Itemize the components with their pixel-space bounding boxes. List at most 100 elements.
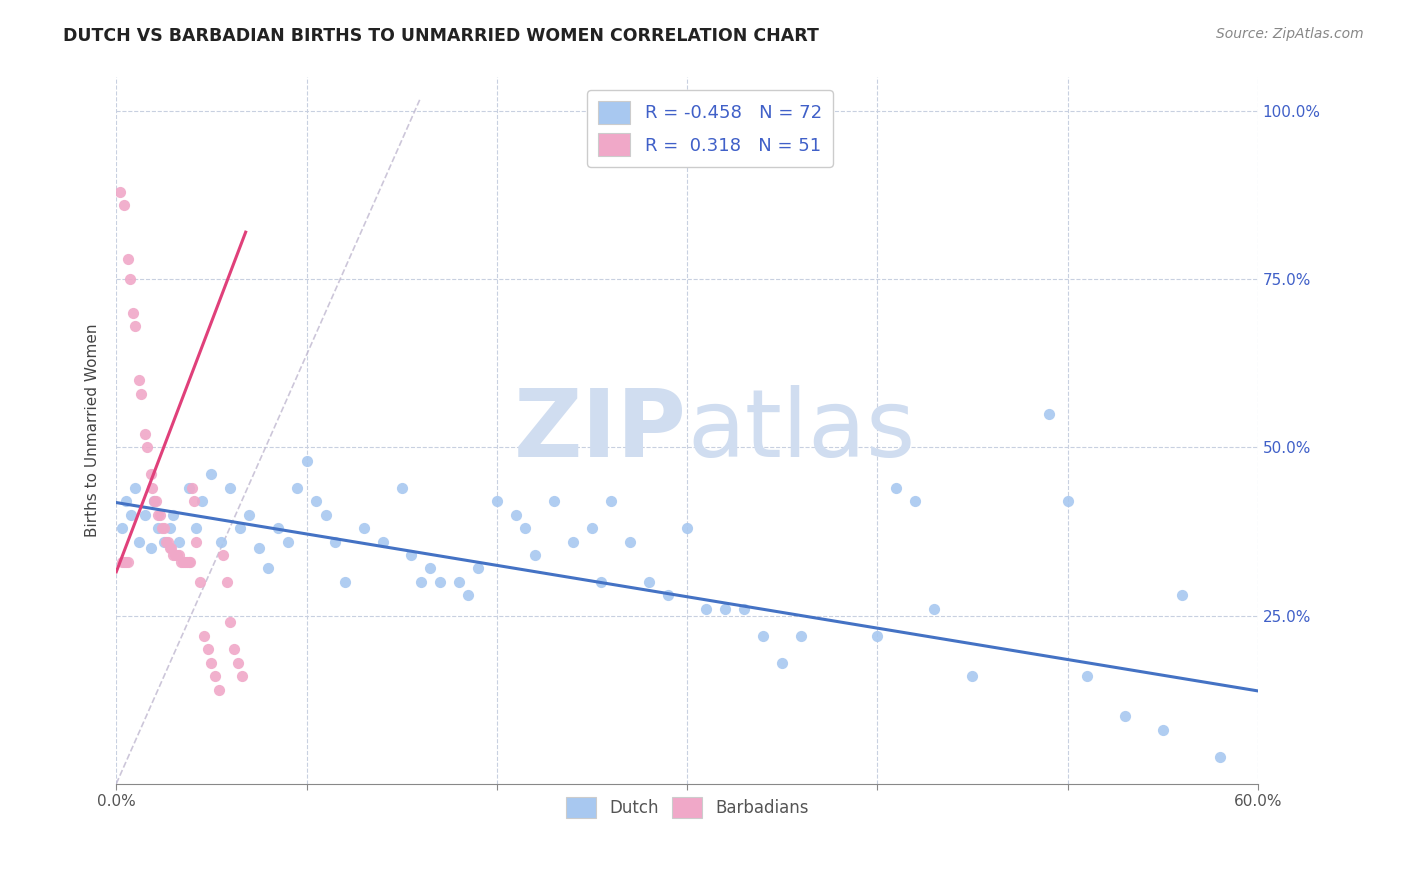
Point <box>166 548 188 562</box>
Point <box>409 574 432 589</box>
Point <box>714 602 737 616</box>
Point <box>108 185 131 199</box>
Point <box>215 574 238 589</box>
Point <box>200 467 222 482</box>
Point <box>467 561 489 575</box>
Point <box>135 441 157 455</box>
Point <box>153 534 176 549</box>
Point <box>333 574 356 589</box>
Point <box>188 574 211 589</box>
Point <box>962 669 984 683</box>
Point <box>179 555 201 569</box>
Point <box>419 561 441 575</box>
Y-axis label: Births to Unmarried Women: Births to Unmarried Women <box>86 324 100 537</box>
Point <box>447 574 470 589</box>
Point <box>117 555 139 569</box>
Point <box>208 682 231 697</box>
Point <box>790 629 813 643</box>
Point <box>638 574 661 589</box>
Point <box>117 252 139 266</box>
Point <box>204 669 226 683</box>
Point <box>112 555 135 569</box>
Point <box>485 494 508 508</box>
Point <box>457 588 479 602</box>
Point <box>505 508 527 522</box>
Point <box>247 541 270 556</box>
Point <box>124 319 146 334</box>
Point <box>391 481 413 495</box>
Point <box>124 481 146 495</box>
Point <box>141 481 163 495</box>
Point <box>167 548 190 562</box>
Point <box>267 521 290 535</box>
Point <box>153 521 176 535</box>
Point <box>197 642 219 657</box>
Point <box>172 555 194 569</box>
Point <box>122 306 145 320</box>
Point <box>177 481 200 495</box>
Point <box>238 508 260 522</box>
Point <box>134 508 156 522</box>
Point <box>276 534 298 549</box>
Point <box>1076 669 1098 683</box>
Point <box>1038 407 1060 421</box>
Point <box>177 555 200 569</box>
Point <box>695 602 717 616</box>
Point <box>211 548 233 562</box>
Point <box>128 373 150 387</box>
Point <box>924 602 946 616</box>
Point <box>229 521 252 535</box>
Point <box>543 494 565 508</box>
Point <box>1114 709 1136 723</box>
Point <box>156 534 179 549</box>
Point <box>399 548 422 562</box>
Point <box>162 508 184 522</box>
Point <box>191 494 214 508</box>
Point <box>285 481 308 495</box>
Point <box>600 494 623 508</box>
Point <box>143 494 166 508</box>
Point <box>134 426 156 441</box>
Point <box>186 534 208 549</box>
Point <box>186 521 208 535</box>
Point <box>128 534 150 549</box>
Point <box>219 615 242 630</box>
Point <box>371 534 394 549</box>
Point <box>1056 494 1078 508</box>
Point <box>155 534 177 549</box>
Text: Source: ZipAtlas.com: Source: ZipAtlas.com <box>1216 27 1364 41</box>
Point <box>111 555 134 569</box>
Point <box>114 494 136 508</box>
Point <box>657 588 679 602</box>
Point <box>219 481 242 495</box>
Point <box>1152 723 1174 737</box>
Point <box>146 508 169 522</box>
Point <box>114 555 136 569</box>
Point <box>173 555 195 569</box>
Point <box>305 494 328 508</box>
Point <box>121 508 143 522</box>
Text: atlas: atlas <box>688 384 915 476</box>
Point <box>323 534 346 549</box>
Point <box>770 656 793 670</box>
Point <box>200 656 222 670</box>
Point <box>1209 749 1232 764</box>
Point <box>315 508 337 522</box>
Point <box>1170 588 1192 602</box>
Point <box>170 555 193 569</box>
Point <box>181 481 204 495</box>
Point <box>193 629 215 643</box>
Text: DUTCH VS BARBADIAN BIRTHS TO UNMARRIED WOMEN CORRELATION CHART: DUTCH VS BARBADIAN BIRTHS TO UNMARRIED W… <box>63 27 820 45</box>
Point <box>176 555 198 569</box>
Point <box>752 629 775 643</box>
Point <box>886 481 908 495</box>
Point <box>733 602 755 616</box>
Point <box>145 494 167 508</box>
Point <box>904 494 927 508</box>
Point <box>429 574 451 589</box>
Point <box>160 541 183 556</box>
Point <box>515 521 537 535</box>
Point <box>167 534 190 549</box>
Point <box>676 521 699 535</box>
Point <box>295 454 318 468</box>
